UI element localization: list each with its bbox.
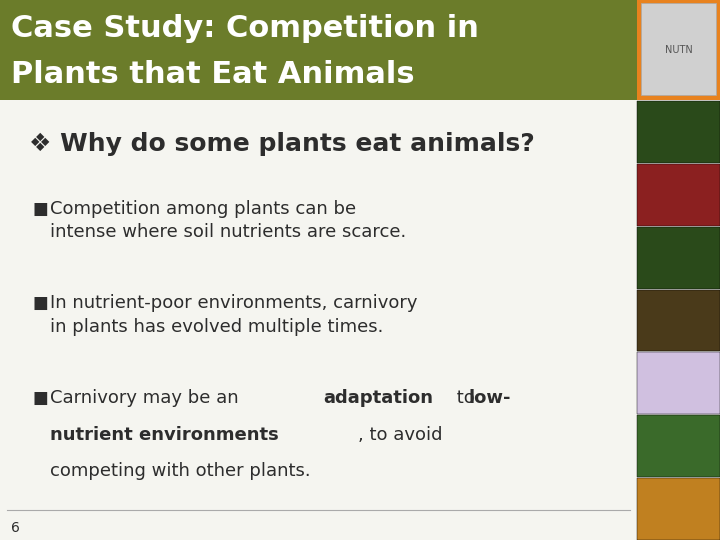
Text: to: to: [451, 389, 480, 407]
Text: Plants that Eat Animals: Plants that Eat Animals: [11, 60, 415, 89]
FancyBboxPatch shape: [637, 353, 720, 414]
FancyBboxPatch shape: [637, 478, 720, 540]
FancyBboxPatch shape: [637, 101, 720, 163]
Text: ■: ■: [32, 294, 48, 312]
Text: NUTN: NUTN: [665, 45, 693, 55]
FancyBboxPatch shape: [637, 289, 720, 352]
FancyBboxPatch shape: [637, 227, 720, 288]
Text: nutrient environments: nutrient environments: [50, 426, 279, 443]
FancyBboxPatch shape: [641, 3, 716, 94]
Text: , to avoid: , to avoid: [358, 426, 442, 443]
Text: low-: low-: [469, 389, 511, 407]
FancyBboxPatch shape: [637, 415, 720, 477]
FancyBboxPatch shape: [637, 164, 720, 226]
Text: ❖ Why do some plants eat animals?: ❖ Why do some plants eat animals?: [29, 132, 534, 156]
Text: competing with other plants.: competing with other plants.: [50, 462, 311, 480]
Text: Competition among plants can be
intense where soil nutrients are scarce.: Competition among plants can be intense …: [50, 200, 407, 241]
Text: ■: ■: [32, 200, 48, 218]
Text: ■: ■: [32, 389, 48, 407]
Text: Carnivory may be an: Carnivory may be an: [50, 389, 245, 407]
Text: adaptation: adaptation: [323, 389, 433, 407]
Text: In nutrient-poor environments, carnivory
in plants has evolved multiple times.: In nutrient-poor environments, carnivory…: [50, 294, 418, 336]
Text: 6: 6: [11, 521, 19, 535]
FancyBboxPatch shape: [0, 0, 637, 100]
Text: Case Study: Competition in: Case Study: Competition in: [11, 14, 479, 43]
FancyBboxPatch shape: [637, 0, 720, 100]
